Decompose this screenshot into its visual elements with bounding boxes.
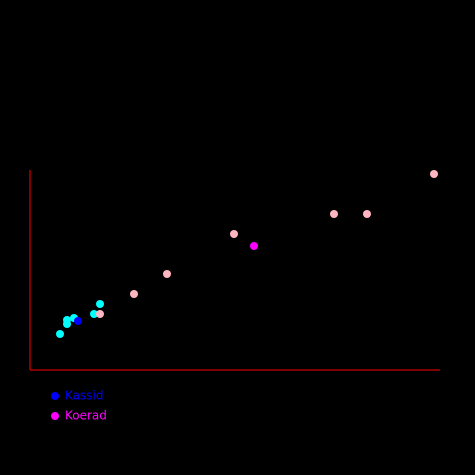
legend-label: Kassid [65,389,103,403]
point [90,310,98,318]
point [96,300,104,308]
point [130,290,138,298]
point [96,310,104,318]
point [430,170,438,178]
point [250,242,258,250]
legend-swatch [51,392,59,400]
legend-swatch [51,412,59,420]
point [56,330,64,338]
point [363,210,371,218]
legend-label: Koerad [65,409,107,423]
point [330,210,338,218]
point [230,230,238,238]
point [63,320,71,328]
point [163,270,171,278]
point [74,317,82,325]
